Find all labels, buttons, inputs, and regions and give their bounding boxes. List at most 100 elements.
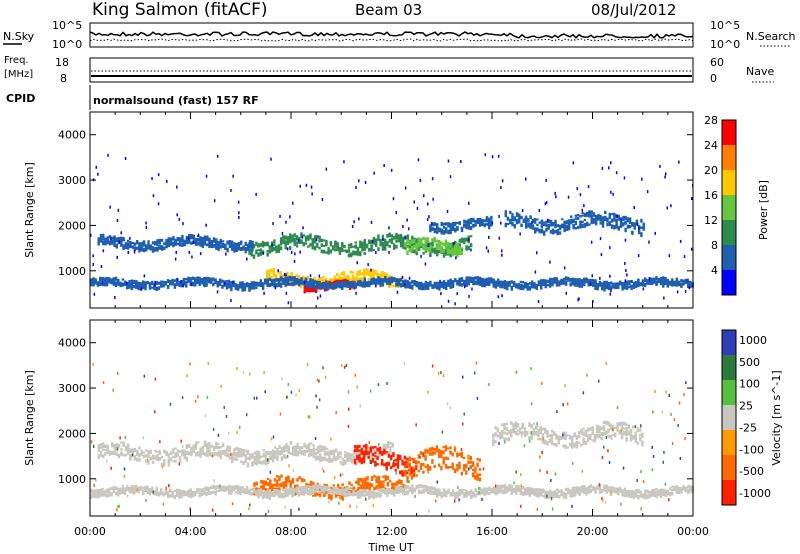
echo-cell — [532, 432, 536, 436]
echo-cell — [178, 488, 181, 492]
echo-cell — [481, 282, 484, 288]
echo-cell — [481, 277, 484, 283]
noise-panel-frame — [89, 22, 694, 48]
echo-cell — [600, 432, 603, 436]
nave-tick-bottom: 0 — [710, 72, 717, 85]
echo-cell — [365, 246, 369, 249]
echo-cell — [509, 218, 512, 222]
echo-cell — [490, 215, 493, 220]
scatter-echo — [612, 192, 614, 196]
echo-cell — [342, 271, 346, 276]
echo-cell — [325, 282, 328, 287]
echo-cell — [267, 459, 270, 465]
echo-cell — [287, 475, 290, 479]
echo-cell — [395, 239, 398, 243]
echo-cell — [548, 438, 551, 443]
echo-cell — [449, 279, 452, 285]
echo-cell — [415, 474, 418, 477]
echo-cell — [374, 461, 377, 467]
echo-cell — [629, 433, 633, 438]
echo-cell — [219, 245, 222, 249]
echo-cell — [628, 224, 632, 229]
echo-cell — [346, 454, 349, 458]
echo-cell — [433, 247, 437, 253]
echo-cell — [139, 283, 143, 287]
echo-cell — [345, 492, 348, 498]
echo-cell — [190, 451, 193, 455]
echo-cell — [503, 437, 506, 442]
echo-cell — [447, 466, 450, 469]
echo-cell — [240, 240, 243, 244]
echo-cell — [97, 242, 100, 246]
echo-cell — [123, 490, 127, 496]
echo-cell — [609, 425, 612, 431]
scatter-echo — [531, 221, 533, 225]
echo-cell — [218, 279, 222, 285]
echo-cell — [248, 252, 251, 255]
freq-label-line2: [MHz] — [4, 69, 33, 80]
echo-cell — [343, 245, 346, 248]
echo-cell — [390, 237, 394, 241]
echo-cell — [148, 488, 152, 493]
echo-cell — [571, 444, 574, 448]
echo-cell — [362, 454, 366, 459]
echo-cell — [521, 424, 524, 429]
echo-cell — [386, 482, 390, 487]
echo-cell — [120, 448, 123, 451]
echo-cell — [591, 426, 594, 432]
echo-cell — [490, 281, 493, 284]
echo-cell — [445, 222, 448, 226]
echo-cell — [422, 244, 425, 247]
echo-cell — [442, 461, 445, 465]
echo-cell — [124, 453, 128, 457]
echo-cell — [264, 488, 267, 493]
echo-cell — [379, 282, 382, 287]
echo-cell — [610, 224, 614, 229]
echo-cell — [589, 436, 592, 440]
echo-cell — [311, 282, 314, 285]
echo-cell — [438, 281, 441, 285]
echo-cell — [316, 242, 319, 247]
scatter-echo — [383, 164, 385, 167]
echo-cell — [601, 216, 605, 220]
echo-cell — [306, 276, 309, 282]
echo-cell — [463, 224, 466, 228]
echo-cell — [581, 214, 584, 217]
echo-cell — [444, 245, 448, 250]
echo-cell — [393, 483, 396, 486]
echo-cell — [210, 243, 213, 249]
echo-cell — [433, 236, 436, 240]
echo-cell — [194, 281, 197, 284]
scatter-echo — [534, 270, 537, 274]
echo-cell — [429, 490, 432, 495]
echo-cell — [361, 483, 365, 489]
echo-cell — [320, 279, 323, 282]
echo-cell — [449, 493, 452, 497]
echo-cell — [253, 455, 256, 460]
echo-cell — [333, 275, 337, 280]
echo-cell — [581, 223, 584, 228]
echo-cell — [415, 281, 418, 286]
echo-cell — [110, 491, 113, 497]
scatter-echo — [396, 290, 399, 294]
echo-cell — [338, 247, 342, 252]
echo-cell — [375, 485, 378, 490]
echo-cell — [583, 223, 587, 228]
scatter-echo — [310, 185, 313, 189]
echo-cell — [548, 434, 551, 438]
echo-cell — [215, 245, 218, 250]
echo-cell — [554, 223, 557, 228]
echo-cell — [290, 273, 294, 276]
echo-cell — [233, 242, 236, 247]
echo-cell — [289, 246, 292, 251]
echo-cell — [160, 284, 163, 288]
echo-cell — [138, 446, 141, 450]
echo-cell — [424, 448, 427, 452]
echo-cell — [395, 278, 398, 283]
echo-cell — [384, 443, 388, 447]
echo-cell — [110, 487, 113, 490]
echo-cell — [631, 222, 634, 227]
echo-cell — [617, 218, 620, 221]
echo-cell — [295, 278, 299, 282]
echo-cell — [203, 236, 207, 241]
